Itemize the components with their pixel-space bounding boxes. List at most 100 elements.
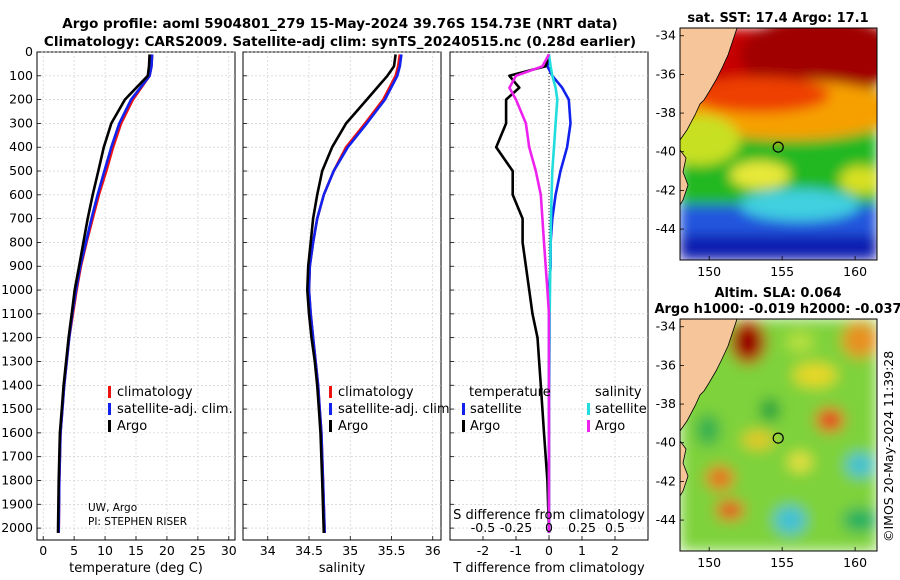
x-tick-label: 36 [425,543,441,558]
legend-swatch-s-argo [587,420,590,432]
map-y-tick-label: -40 [656,435,676,450]
temperature-legend: climatology satellite-adj. clim. Argo [108,385,233,434]
legend-swatch-satellite [329,403,332,415]
sla-map: Altim. SLA: 0.064 Argo h1000: -0.019 h20… [654,286,900,570]
y-tick-label: 100 [9,68,33,83]
temperature-ticks: 0100200300400500600700800900100011001200… [1,44,237,558]
legend-swatch-climatology [108,386,111,398]
series-line [56,54,151,533]
s-tick-label: -0.5 [471,520,495,535]
legend-swatch-argo [108,420,111,432]
salinity-ticks: 34 34.5 35 35.5 36 [243,51,441,558]
s-tick-label: 0 [545,520,553,535]
legend-swatch-t-satellite [462,403,465,415]
sla-field [680,319,877,551]
map-y-tick-label: -36 [656,357,676,372]
map-y-tick-label: -36 [656,66,676,81]
legend-label-t-satellite: satellite [470,402,522,417]
map-y-tick-label: -34 [656,319,676,334]
legend-title-temperature: temperature [469,385,551,400]
y-tick-label: 1900 [1,496,33,511]
x-tick-label: 1 [578,543,586,558]
difference-salinity-ticks: -0.5 -0.25 0 0.25 0.5 [471,520,625,535]
title-line-2: Climatology: CARS2009. Satellite-adj cli… [44,34,636,50]
temperature-xlabel: temperature (deg C) [69,561,203,576]
y-tick-label: 800 [9,234,33,249]
y-tick-label: 1400 [1,377,33,392]
y-tick-label: 1000 [1,282,33,297]
legend-label-s-argo: Argo [595,419,625,434]
sst-map-title: sat. SST: 17.4 Argo: 17.1 [687,11,868,26]
difference-lines [494,53,572,533]
legend-label-climatology: climatology [117,385,193,400]
y-tick-label: 1300 [1,353,33,368]
salinity-axes [242,51,442,541]
x-tick-label: 15 [128,543,144,558]
x-tick-label: 35.5 [378,543,406,558]
temperature-panel: 0100200300400500600700800900100011001200… [1,44,237,576]
legend-swatch-satellite [108,403,111,415]
y-tick-label: 200 [9,92,33,107]
map-y-tick-label: -40 [656,144,676,159]
map-y-tick-label: -38 [656,105,676,120]
map-y-tick-label: -34 [656,28,676,43]
x-tick-label: 0 [39,543,47,558]
x-tick-label: 10 [97,543,113,558]
legend-label-climatology: climatology [338,385,414,400]
map-y-tick-label: -42 [656,473,676,488]
map-y-tick-label: -44 [656,512,676,527]
credit-pi: PI: STEPHEN RISER [88,516,187,528]
series-line [306,54,397,533]
y-tick-label: 0 [25,44,33,59]
legend-swatch-climatology [329,386,332,398]
y-tick-label: 2000 [1,520,33,535]
x-tick-label: 20 [159,543,175,558]
map-x-tick-label: 160 [843,264,867,279]
difference-ticks: -2 -1 0 1 2 [450,51,619,558]
title-line-1: Argo profile: aoml 5904801_279 15-May-20… [62,16,617,32]
x-tick-label: 35 [342,543,358,558]
salinity-lines [306,54,403,533]
map-x-tick-label: 150 [697,264,721,279]
y-tick-label: 1600 [1,425,33,440]
y-tick-label: 400 [9,139,33,154]
x-tick-label: 5 [70,543,78,558]
sla-map-title: Altim. SLA: 0.064 [715,286,842,301]
y-tick-label: 1800 [1,472,33,487]
y-tick-label: 1200 [1,330,33,345]
legend-title-salinity: salinity [595,385,642,400]
x-tick-label: -2 [477,543,489,558]
y-tick-label: 700 [9,211,33,226]
salinity-legend: climatology satellite-adj. clim. Argo [329,385,454,434]
map-y-tick-label: -42 [656,182,676,197]
map-x-tick-label: 155 [770,264,794,279]
legend-label-argo: Argo [338,419,368,434]
salinity-grid [243,51,441,540]
difference-panel: -2 -1 0 1 2 T difference from climatology S … [449,51,649,576]
legend-swatch-s-satellite [587,403,590,415]
s-tick-label: 0.25 [568,520,596,535]
y-tick-label: 1100 [1,306,33,321]
x-tick-label: 25 [190,543,206,558]
salinity-panel: 34 34.5 35 35.5 36 salinity climatology sate… [242,51,454,576]
y-tick-label: 1500 [1,401,33,416]
legend-swatch-argo [329,420,332,432]
series-line [494,54,551,533]
legend-swatch-t-argo [462,420,465,432]
map-y-tick-label: -44 [656,221,676,236]
sla-map-ticks: 150 155 160 -34 -36 -38 -40 -42 -44 [656,319,868,570]
legend-label-argo: Argo [117,419,147,434]
sla-map-frame [679,318,878,552]
map-x-tick-label: 150 [697,555,721,570]
x-tick-label: 34.5 [295,543,323,558]
imos-timestamp: ©IMOS 20-May-2024 11:39:28 [881,351,896,542]
y-tick-label: 900 [9,258,33,273]
map-x-tick-label: 160 [843,555,867,570]
salinity-xlabel: salinity [319,561,366,576]
sla-argo-marker [772,432,784,444]
sst-map-ticks: 150 155 160 -34 -36 -38 -40 -42 -44 [656,28,868,279]
sla-map-subtitle: Argo h1000: -0.019 h2000: -0.037 [654,302,900,317]
map-y-tick-label: -38 [656,396,676,411]
y-tick-label: 1700 [1,449,33,464]
